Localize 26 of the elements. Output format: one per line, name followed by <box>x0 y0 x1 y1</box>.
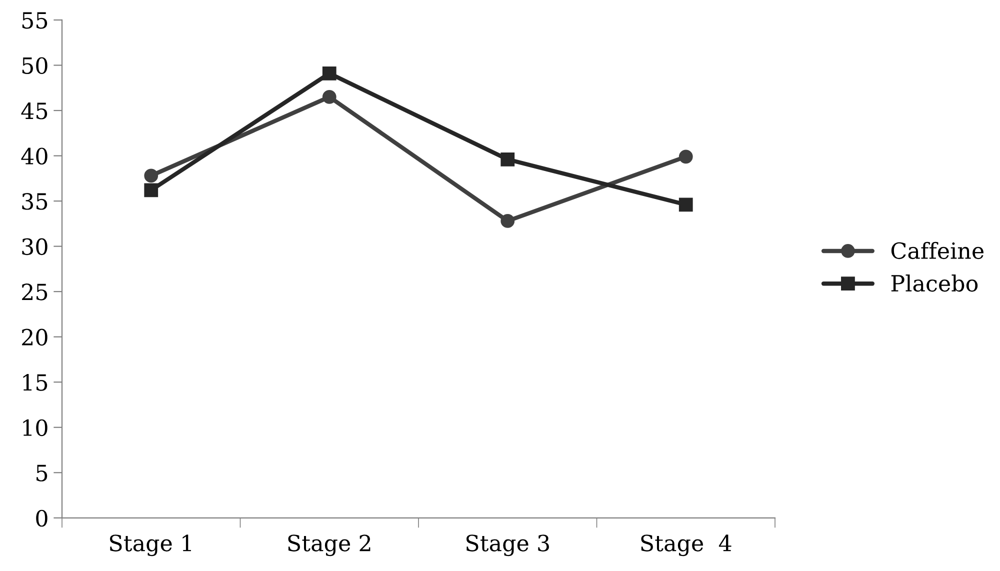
point <box>500 214 515 228</box>
legend-label: Caffeine <box>891 242 984 260</box>
y-tick-label: 10 <box>23 419 48 436</box>
y-tick-label: 20 <box>22 328 48 346</box>
point <box>144 183 158 198</box>
y-tick-label: 30 <box>22 238 48 256</box>
y-tick-label: 35 <box>22 192 48 210</box>
point <box>322 90 336 104</box>
point <box>322 66 336 80</box>
y-tick-label: 55 <box>22 12 48 29</box>
point <box>500 152 515 166</box>
point <box>678 150 693 164</box>
y-tick-label: 0 <box>36 510 48 527</box>
x-tick-label: Stage 2 <box>288 534 370 556</box>
y-tick-label: 5 <box>36 464 48 482</box>
point <box>678 198 693 212</box>
y-tick-label: 50 <box>22 57 48 74</box>
x-tick-label: Stage 4 <box>641 534 732 556</box>
y-tick-label: 40 <box>21 148 48 165</box>
y-tick-label: 45 <box>21 102 48 120</box>
point <box>144 168 158 183</box>
legend-label: Placebo <box>891 274 978 292</box>
x-tick-label: Stage 1 <box>110 534 191 556</box>
y-tick-label: 15 <box>23 374 48 391</box>
x-tick-label: Stage 3 <box>466 534 549 556</box>
y-tick-label: 25 <box>22 284 48 300</box>
